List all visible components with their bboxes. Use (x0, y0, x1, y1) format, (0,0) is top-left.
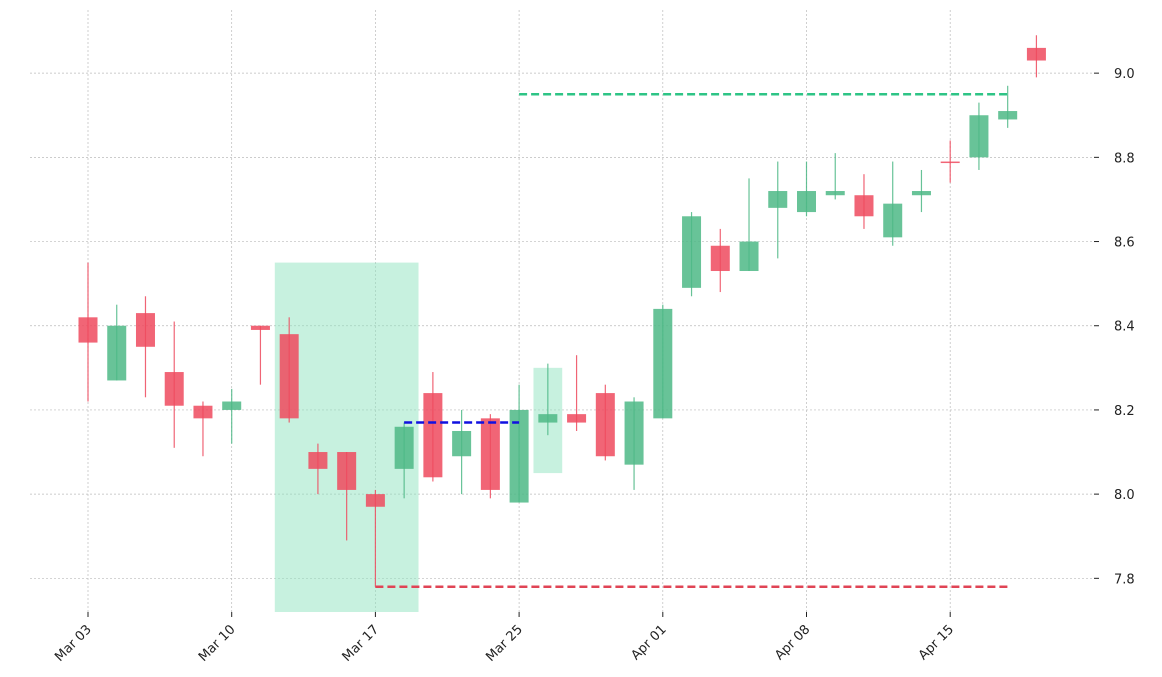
candle-body (394, 426, 414, 469)
candle-body (883, 203, 903, 238)
candle-body (135, 313, 155, 347)
y-tick-label: 8.8 (1114, 151, 1135, 166)
candle-body (624, 401, 644, 465)
x-tick-label: Apr 08 (772, 622, 813, 663)
x-tick-label: Apr 15 (916, 622, 957, 663)
candle-body (998, 111, 1018, 120)
candle-body (78, 317, 98, 343)
candle-body (279, 334, 299, 419)
candle-body (739, 241, 759, 272)
pattern-zone (274, 262, 419, 612)
candle-body (308, 452, 328, 469)
x-tick-label: Mar 10 (196, 622, 239, 665)
candle-body (250, 325, 270, 330)
candle-body (969, 115, 989, 158)
candle-body (768, 191, 788, 208)
x-tick-label: Mar 17 (340, 622, 383, 665)
candle-body (825, 191, 845, 196)
candle-body (509, 409, 529, 503)
candle-body (595, 393, 615, 457)
y-tick-label: 8.0 (1114, 488, 1135, 503)
candle-body (222, 401, 242, 410)
candle-body (710, 245, 730, 272)
y-tick-label: 9.0 (1114, 67, 1135, 82)
candle-body (337, 452, 357, 490)
candle-body (480, 418, 500, 490)
y-tick-label: 8.4 (1114, 320, 1135, 335)
candle-body (797, 191, 816, 213)
candle-body (653, 308, 673, 419)
candle-body (567, 414, 587, 423)
candle-body (193, 405, 213, 419)
x-tick-label: Apr 01 (628, 622, 669, 663)
candle-body (452, 430, 472, 457)
candle-body (164, 372, 184, 406)
candle-body (911, 191, 931, 196)
y-tick-label: 8.2 (1114, 404, 1135, 419)
candle-body (854, 195, 874, 217)
candle-body (538, 414, 558, 423)
y-tick-label: 7.8 (1114, 572, 1135, 587)
x-tick-label: Mar 25 (483, 622, 526, 665)
candle-body (940, 161, 960, 164)
candle-body (423, 393, 443, 478)
candle-body (1026, 47, 1046, 61)
candle-body (107, 325, 127, 381)
x-tick-label: Mar 03 (52, 622, 95, 665)
candle-body (365, 494, 385, 507)
candle-body (682, 216, 702, 288)
y-tick-label: 8.6 (1114, 236, 1135, 251)
